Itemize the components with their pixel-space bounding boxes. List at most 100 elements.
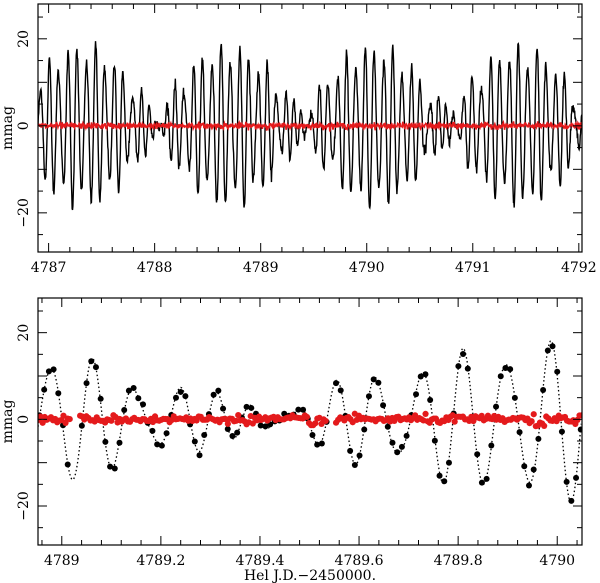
observed-point xyxy=(573,474,580,481)
residual-point xyxy=(470,417,477,425)
x-tick-label: 4789.2 xyxy=(136,553,185,569)
y-tick-label: 20 xyxy=(16,324,32,342)
observed-point xyxy=(229,433,236,439)
plot-area xyxy=(38,340,582,504)
observed-point xyxy=(356,452,363,459)
observed-point xyxy=(460,351,467,358)
observed-point xyxy=(177,388,184,395)
residual-point xyxy=(249,420,256,427)
residual-point xyxy=(224,420,231,427)
y-tick-label: −20 xyxy=(16,491,32,521)
observed-point xyxy=(215,387,222,394)
observed-point xyxy=(78,422,85,429)
observed-point xyxy=(88,358,95,365)
x-tick-label: 4789.4 xyxy=(235,553,284,569)
observed-point xyxy=(398,443,405,450)
observed-point xyxy=(530,466,537,473)
observed-point xyxy=(196,452,203,459)
observed-point xyxy=(130,384,137,391)
residual-point xyxy=(578,412,582,419)
observed-point xyxy=(361,426,368,433)
observed-point xyxy=(149,427,156,434)
observed-point xyxy=(521,463,528,470)
residual-point xyxy=(322,417,329,425)
plot-frame xyxy=(37,3,583,253)
observed-point xyxy=(41,386,48,393)
observed-point xyxy=(158,442,165,449)
light-curve-line xyxy=(38,41,582,211)
observed-point xyxy=(314,441,321,448)
observed-point xyxy=(568,497,575,504)
observed-point xyxy=(107,463,114,470)
observed-point xyxy=(488,442,495,449)
observed-point xyxy=(309,431,316,438)
observed-point xyxy=(511,394,518,401)
observed-point xyxy=(295,406,302,413)
observed-point xyxy=(333,380,340,387)
observed-point xyxy=(445,459,452,466)
observed-point xyxy=(441,478,448,485)
observed-point xyxy=(243,403,250,410)
observed-point xyxy=(403,432,410,439)
y-tick-label: 20 xyxy=(16,30,32,48)
observed-point xyxy=(116,439,123,446)
observed-point xyxy=(182,393,189,400)
observed-point xyxy=(436,472,443,479)
observed-point xyxy=(154,441,161,448)
residual-point xyxy=(422,410,429,417)
observed-point xyxy=(417,373,424,380)
fit-curve xyxy=(38,340,582,504)
observed-point xyxy=(535,435,542,442)
observed-point xyxy=(224,426,231,433)
observed-point xyxy=(234,429,241,436)
residual-point xyxy=(312,420,319,427)
observed-point xyxy=(163,430,170,437)
observed-point xyxy=(220,405,227,412)
observed-point xyxy=(507,366,514,373)
observed-point xyxy=(365,393,372,400)
residual-point xyxy=(66,416,73,423)
plot-frame xyxy=(37,297,583,546)
y-tick-label: 0 xyxy=(16,415,32,424)
observed-point xyxy=(380,402,387,409)
observed-point xyxy=(347,447,354,454)
x-axis: 4789 4789.2 4789.4 4789.6 4789.8 4790 xyxy=(41,298,578,569)
x-tick-label: 4789 xyxy=(243,260,279,276)
y-tick-label: −20 xyxy=(16,198,32,228)
observed-point xyxy=(483,475,490,482)
x-tick-label: 4789 xyxy=(44,553,80,569)
observed-point xyxy=(549,343,556,350)
x-tick-label: 4792 xyxy=(561,260,597,276)
observed-point xyxy=(563,478,570,485)
y-axis-title: mmag xyxy=(0,106,16,150)
top-panel: 4787 4788 4789 4790 4791 4792 20 0 −20 mmag xyxy=(0,3,597,276)
observed-point xyxy=(337,387,344,394)
observed-point xyxy=(191,438,198,445)
residual-point xyxy=(451,418,458,425)
observed-point xyxy=(55,390,62,397)
x-tick-label: 4788 xyxy=(137,260,173,276)
observed-point xyxy=(558,428,565,435)
y-axis: 20 0 −20 xyxy=(16,16,582,236)
observed-point xyxy=(502,365,509,372)
residual-points xyxy=(38,410,582,430)
observed-point xyxy=(554,368,561,375)
residual-point xyxy=(235,412,242,419)
observed-point xyxy=(431,437,438,444)
x-tick-label: 4787 xyxy=(31,260,67,276)
observed-point xyxy=(121,406,128,413)
observed-point xyxy=(248,404,255,411)
x-tick-label: 4791 xyxy=(455,260,491,276)
x-axis: 4787 4788 4789 4790 4791 4792 xyxy=(31,4,597,276)
residual-point xyxy=(530,411,537,418)
observed-point xyxy=(300,406,307,413)
observed-point xyxy=(577,426,582,433)
x-tick-label: 4789.8 xyxy=(434,553,483,569)
observed-point xyxy=(140,401,147,408)
observed-point xyxy=(83,380,90,387)
observed-point xyxy=(422,371,429,378)
observed-point xyxy=(172,394,179,401)
observed-point xyxy=(497,373,504,380)
residual-point xyxy=(541,422,548,429)
